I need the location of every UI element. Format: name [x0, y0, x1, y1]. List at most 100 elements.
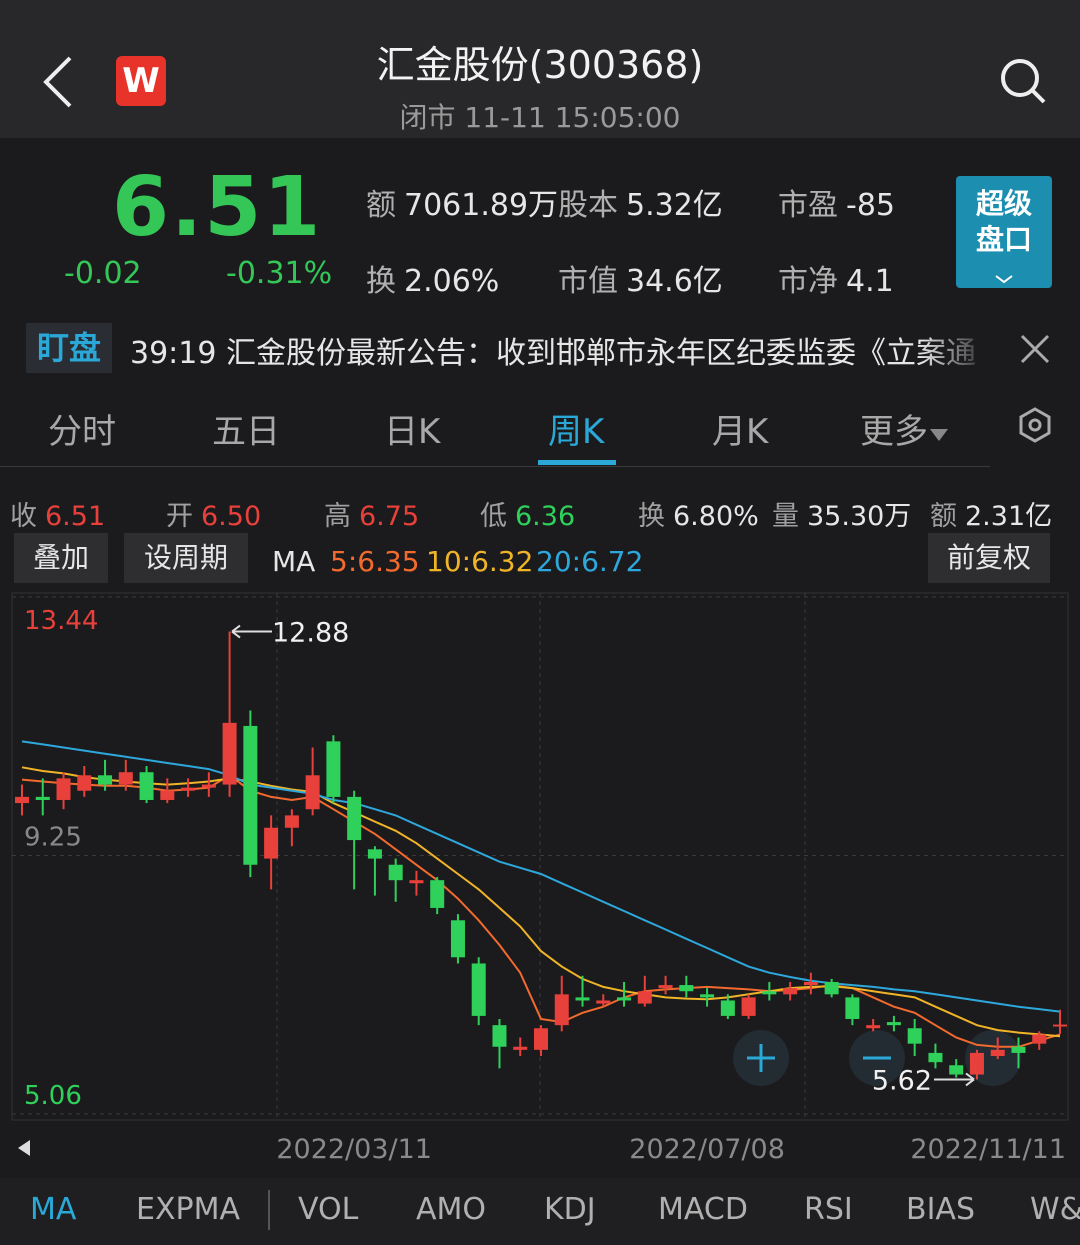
stat-value: -85: [846, 188, 895, 223]
super-quote-button[interactable]: 超级 盘口: [956, 176, 1052, 288]
indicator-tab[interactable]: KDJ: [544, 1192, 596, 1227]
scroll-left[interactable]: [18, 1140, 30, 1156]
news-tag[interactable]: 盯盘: [26, 323, 112, 373]
candle-body: [305, 775, 320, 810]
period-tab[interactable]: 分时: [48, 412, 116, 452]
period-tab[interactable]: 五日: [212, 412, 280, 452]
candle-body: [98, 775, 113, 785]
candle-body: [326, 741, 341, 797]
period-button[interactable]: 设周期: [124, 533, 248, 583]
info-key: 换: [638, 501, 665, 532]
back-button[interactable]: [36, 52, 80, 112]
search-button[interactable]: [998, 56, 1050, 108]
zoom-in[interactable]: [733, 1030, 789, 1086]
price-change: -0.02: [64, 256, 142, 291]
candle-body: [35, 796, 50, 800]
ma-line: [21, 774, 1061, 1048]
settings-button[interactable]: [1016, 406, 1054, 444]
info-value: 6.51: [45, 501, 106, 532]
ma-line: [21, 740, 1061, 1013]
candle-body: [720, 1000, 735, 1016]
candle-body: [534, 1028, 548, 1050]
market-status: 闭市 11-11 15:05:00: [399, 101, 681, 134]
stat-key: 市净: [778, 264, 838, 299]
stat-value: 5.32亿: [626, 188, 723, 223]
active-tab-indicator: [538, 460, 616, 465]
stat-key: 换: [366, 264, 396, 299]
stat-key: 市值: [558, 264, 618, 299]
indicator-tab[interactable]: VOL: [298, 1192, 359, 1227]
indicator-tab[interactable]: BIAS: [906, 1192, 975, 1227]
indicator-tab[interactable]: MA: [30, 1192, 77, 1227]
chevron: [995, 275, 1013, 284]
adjust-button[interactable]: 前复权: [928, 533, 1050, 583]
annotation-label: 5.62: [872, 1065, 932, 1096]
indicator-tab[interactable]: W&: [1030, 1192, 1080, 1227]
fullscreen[interactable]: [965, 1030, 1021, 1086]
x-tick-label: 2022/07/08: [629, 1134, 785, 1165]
stat-value: 4.1: [846, 264, 894, 299]
period-tab[interactable]: 更多: [860, 404, 950, 453]
period-tab[interactable]: 日K: [384, 412, 441, 452]
ma-legend: 10:6.32: [426, 545, 534, 578]
candle-body: [139, 772, 154, 800]
candle-body: [969, 1052, 984, 1075]
zoom-out[interactable]: [849, 1030, 905, 1086]
candle-body: [471, 963, 486, 1016]
header-bar: W 汇金股份(300368) 闭市 11-11 15:05:00: [0, 0, 1080, 138]
info-key: 额: [930, 501, 957, 532]
candle-body: [118, 772, 133, 785]
candle-body: [679, 985, 694, 992]
candle-body: [907, 1028, 922, 1044]
indicator-tab[interactable]: AMO: [416, 1192, 487, 1227]
indicator-tab[interactable]: MACD: [658, 1192, 748, 1227]
dropdown-arrow: [930, 429, 948, 441]
close-news[interactable]: [1018, 332, 1052, 366]
candle-body: [388, 864, 403, 881]
x-tick-label: 2022/03/11: [276, 1134, 432, 1165]
candle-body: [513, 1046, 528, 1050]
news-ticker[interactable]: 39:19 汇金股份最新公告：收到邯郸市永年区纪委监委《立案通: [130, 336, 976, 371]
indicator-tab[interactable]: EXPMA: [136, 1192, 241, 1227]
candle-body: [181, 787, 196, 791]
divider: [268, 1190, 270, 1230]
info-key: 收: [10, 501, 37, 532]
last-price: 6.51: [112, 160, 323, 255]
bar-info: 开 6.50: [166, 494, 261, 533]
info-key: 高: [324, 501, 351, 532]
candle-body: [1011, 1046, 1026, 1053]
annotation-arrow: [231, 624, 272, 639]
candle-body: [575, 997, 590, 1001]
candle-body: [741, 997, 756, 1016]
ma-legend: 20:6.72: [536, 545, 644, 578]
candle-body: [866, 1025, 881, 1029]
stat-key: 额: [366, 188, 396, 223]
ma-line: [21, 766, 1061, 1038]
y-tick-label: 13.44: [24, 606, 98, 636]
stock-title: 汇金股份(300368): [376, 43, 704, 87]
annotation-label: 12.88: [272, 618, 349, 649]
candle-body: [886, 1022, 901, 1026]
candle-body: [554, 994, 569, 1026]
candle-body: [990, 1049, 1005, 1057]
candle-body: [284, 815, 299, 828]
candle-body: [430, 880, 445, 908]
candle-body: [803, 981, 818, 986]
stat-key: 市盈: [778, 188, 838, 223]
period-tab[interactable]: 周K: [548, 412, 605, 452]
quote-stat: 换 2.06%: [366, 256, 499, 300]
candle-body: [409, 880, 424, 884]
button-line: 超级: [975, 187, 1032, 220]
bar-info: 高 6.75: [324, 494, 419, 533]
candle-body: [762, 991, 777, 995]
indicator-tab[interactable]: RSI: [804, 1192, 853, 1227]
candle-body: [949, 1065, 964, 1075]
candle-body: [824, 981, 839, 995]
app-logo: W: [116, 56, 166, 106]
candle-body: [160, 790, 175, 800]
candle-body: [56, 778, 71, 800]
overlay-button[interactable]: 叠加: [14, 533, 108, 583]
period-tab[interactable]: 月K: [712, 412, 769, 452]
stat-value: 34.6亿: [626, 264, 723, 299]
